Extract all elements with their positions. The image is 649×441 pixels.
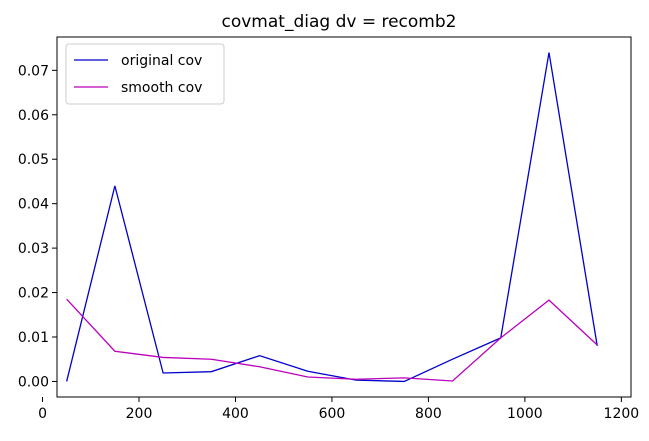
legend-label-original-cov: original cov	[121, 53, 202, 69]
x-tick-label: 600	[319, 406, 346, 422]
chart-title: covmat_diag dv = recomb2	[222, 12, 457, 32]
legend-box	[65, 43, 225, 105]
y-tick-label: 0.07	[18, 63, 49, 79]
x-tick-label: 200	[126, 406, 153, 422]
series-line-original-cov	[66, 52, 598, 383]
x-tick-label: 800	[415, 406, 442, 422]
y-tick-label: 0.02	[18, 286, 49, 302]
y-tick-label: 0.04	[18, 197, 49, 213]
legend-label-smooth-cov: smooth cov	[121, 80, 202, 96]
y-tick-label: 0.00	[18, 374, 49, 390]
x-tick-label: 1000	[507, 406, 543, 422]
axes-frame	[56, 36, 632, 398]
x-tick-label: 1200	[604, 406, 640, 422]
y-tick-label: 0.05	[18, 152, 49, 168]
y-tick-label: 0.06	[18, 108, 49, 124]
series-line-smooth-cov	[66, 298, 598, 382]
y-tick-label: 0.01	[18, 330, 49, 346]
y-tick-label: 0.03	[18, 241, 49, 257]
legend: original cov smooth cov	[65, 43, 225, 105]
axes: 0 200 400 600 800 1000 1200 0.00 0.01 0.02 0.03 0.0…	[18, 36, 640, 422]
x-tick-label: 0	[38, 406, 47, 422]
x-tick-label: 400	[222, 406, 249, 422]
plot-area	[66, 52, 598, 383]
